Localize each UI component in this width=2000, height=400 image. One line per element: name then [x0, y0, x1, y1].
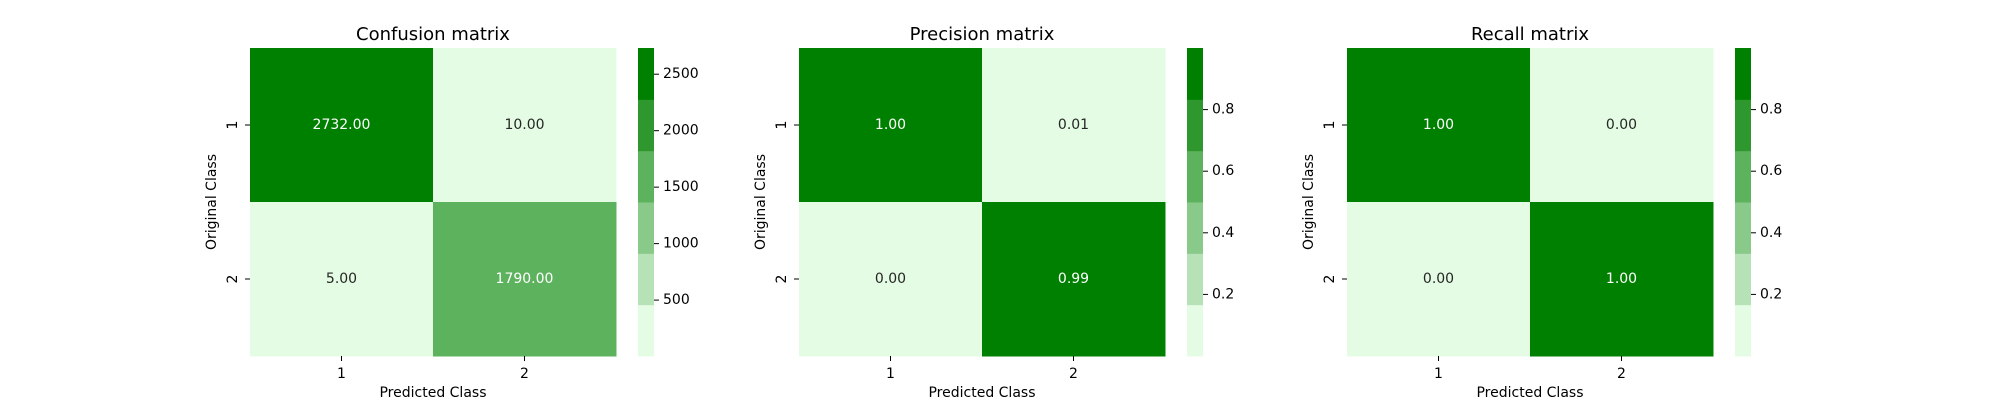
heatmap-panel-1: 2732.00 10.00 5.00 1790.00 Confusion matrix 1…	[204, 24, 699, 400]
cell-value-label: 0.01	[1058, 117, 1089, 133]
colorbar-segment	[1187, 304, 1203, 357]
heatmap-cell	[982, 48, 1166, 203]
colorbar-tick-label: 0.6	[1760, 163, 1782, 179]
cell-value-label: 10.00	[504, 117, 544, 133]
chart-title: Confusion matrix	[356, 24, 510, 45]
colorbar-segment	[638, 150, 654, 203]
cell-value-label: 1.00	[1606, 271, 1637, 287]
cell-value-label: 0.00	[875, 271, 906, 287]
colorbar-segment	[638, 304, 654, 357]
colorbar-tick-label: 1500	[663, 179, 699, 195]
colorbar-segment	[1735, 304, 1751, 357]
colorbar-tick-label: 2000	[663, 123, 699, 139]
cell-value-label: 1.00	[875, 117, 906, 133]
y-axis-label: Original Class	[753, 154, 769, 250]
colorbar-segment	[1735, 99, 1751, 152]
colorbar-segment	[1187, 150, 1203, 203]
cell-value-label: 1.00	[1423, 117, 1454, 133]
colorbar-segment	[638, 99, 654, 152]
x-tick-label: 1	[1434, 366, 1443, 382]
x-tick-label: 1	[886, 366, 895, 382]
colorbar-segment	[1187, 253, 1203, 306]
colorbar-segment	[1187, 48, 1203, 100]
colorbar-tick-label: 500	[663, 292, 690, 308]
chart-title: Precision matrix	[910, 24, 1055, 45]
y-tick-label: 1	[774, 121, 790, 130]
x-axis-label: Predicted Class	[379, 385, 486, 400]
heatmap-cell	[250, 202, 434, 357]
colorbar-segment	[1735, 202, 1751, 254]
colorbar-tick-label: 0.8	[1212, 102, 1234, 118]
y-axis-label: Original Class	[204, 154, 220, 250]
heatmap-panel-3: 1.00 0.00 0.00 1.00 Recall matrix 1 2 Predicted…	[1301, 24, 1782, 400]
cell-value-label: 2732.00	[313, 117, 371, 133]
y-tick-label: 1	[225, 121, 241, 130]
heatmap-cell	[250, 48, 434, 203]
y-tick-label: 1	[1322, 121, 1338, 130]
cell-value-label: 1790.00	[496, 271, 554, 287]
colorbar-tick-label: 0.4	[1212, 225, 1234, 241]
heatmap-cell	[799, 48, 983, 203]
colorbar-segment	[1735, 48, 1751, 100]
y-tick-label: 2	[774, 275, 790, 284]
cell-value-label: 0.00	[1606, 117, 1637, 133]
cell-value-label: 0.00	[1423, 271, 1454, 287]
heatmap-panel-2: 1.00 0.01 0.00 0.99 Precision matrix 1 2 Predic…	[753, 24, 1234, 400]
colorbar-segment	[638, 48, 654, 100]
colorbar-segment	[1187, 202, 1203, 254]
y-tick-label: 2	[1322, 275, 1338, 284]
colorbar-tick-label: 0.8	[1760, 102, 1782, 118]
heatmap-cell	[982, 202, 1166, 357]
colorbar-segment	[638, 253, 654, 306]
y-axis-label: Original Class	[1301, 154, 1317, 250]
x-tick-label: 2	[1069, 366, 1078, 382]
colorbar: 0.2 0.4 0.6 0.8	[1735, 48, 1782, 357]
colorbar-tick-label: 2500	[663, 66, 699, 82]
heatmap-cell	[1347, 202, 1531, 357]
x-tick-label: 2	[1617, 366, 1626, 382]
x-tick-label: 2	[520, 366, 529, 382]
heatmap-cell	[1530, 48, 1714, 203]
colorbar: 0.2 0.4 0.6 0.8	[1187, 48, 1234, 357]
colorbar: 500 1000 1500 2000 2500	[638, 48, 699, 357]
colorbar-tick-label: 0.6	[1212, 163, 1234, 179]
heatmap-cell	[1347, 48, 1531, 203]
y-tick-label: 2	[225, 275, 241, 284]
heatmap-cell	[433, 48, 617, 203]
x-tick-label: 1	[337, 366, 346, 382]
colorbar-segment	[1735, 150, 1751, 203]
cell-value-label: 0.99	[1058, 271, 1089, 287]
colorbar-segment	[1187, 99, 1203, 152]
heatmap-cell	[1530, 202, 1714, 357]
x-axis-label: Predicted Class	[1476, 385, 1583, 400]
heatmap-cell	[433, 202, 617, 357]
x-axis-label: Predicted Class	[928, 385, 1035, 400]
colorbar-segment	[638, 202, 654, 254]
cell-value-label: 5.00	[326, 271, 357, 287]
colorbar-tick-label: 0.4	[1760, 225, 1782, 241]
colorbar-segment	[1735, 253, 1751, 306]
colorbar-tick-label: 0.2	[1760, 286, 1782, 302]
chart-title: Recall matrix	[1471, 24, 1589, 45]
colorbar-tick-label: 1000	[663, 236, 699, 252]
heatmap-cell	[799, 202, 983, 357]
colorbar-tick-label: 0.2	[1212, 286, 1234, 302]
